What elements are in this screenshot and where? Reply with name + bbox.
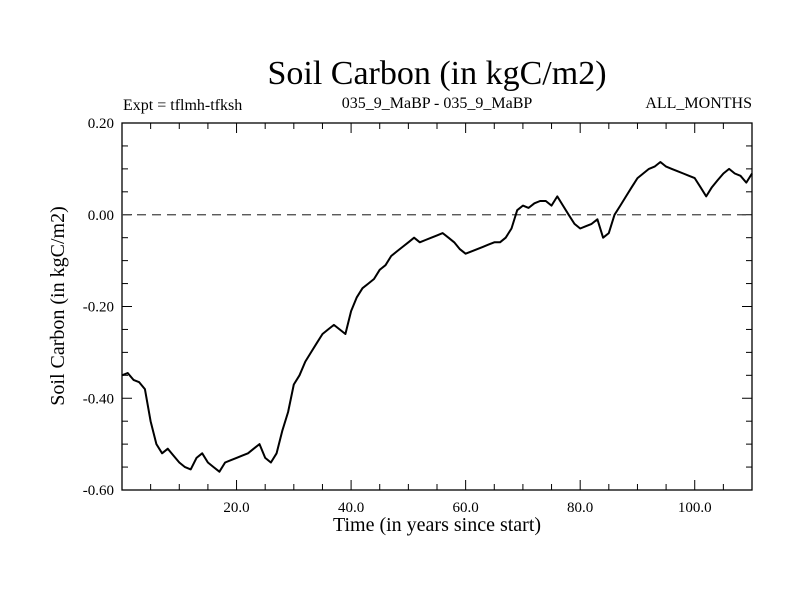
- subtitle-right: ALL_MONTHS: [645, 95, 752, 112]
- chart-title: Soil Carbon (in kgC/m2): [267, 55, 606, 92]
- x-tick-label: 40.0: [338, 500, 364, 516]
- y-tick-label: -0.20: [83, 300, 114, 316]
- y-tick-label: 0.00: [88, 208, 114, 224]
- subtitle-center: 035_9_MaBP - 035_9_MaBP: [342, 95, 533, 112]
- subtitle-left: Expt = tflmh-tfksh: [123, 97, 242, 114]
- series-line: [121, 161, 753, 473]
- y-axis-label: Soil Carbon (in kgC/m2): [47, 206, 69, 405]
- plot-frame: [121, 122, 753, 491]
- y-tick-label: -0.60: [83, 483, 114, 499]
- y-tick-label: 0.20: [88, 116, 114, 132]
- x-tick-label: 100.0: [678, 500, 712, 516]
- y-tick-label: -0.40: [83, 391, 114, 407]
- x-axis-label: Time (in years since start): [333, 514, 541, 536]
- x-tick-label: 20.0: [223, 500, 249, 516]
- x-tick-label: 60.0: [453, 500, 479, 516]
- x-tick-label: 80.0: [567, 500, 593, 516]
